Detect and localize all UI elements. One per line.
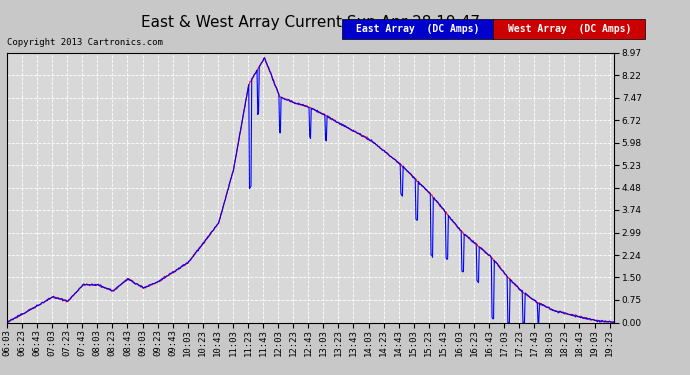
Text: West Array  (DC Amps): West Array (DC Amps) [508, 24, 631, 34]
Text: East Array  (DC Amps): East Array (DC Amps) [356, 24, 479, 34]
Text: East & West Array Current Sun Apr 28 19:47: East & West Array Current Sun Apr 28 19:… [141, 15, 480, 30]
Text: Copyright 2013 Cartronics.com: Copyright 2013 Cartronics.com [7, 38, 163, 47]
